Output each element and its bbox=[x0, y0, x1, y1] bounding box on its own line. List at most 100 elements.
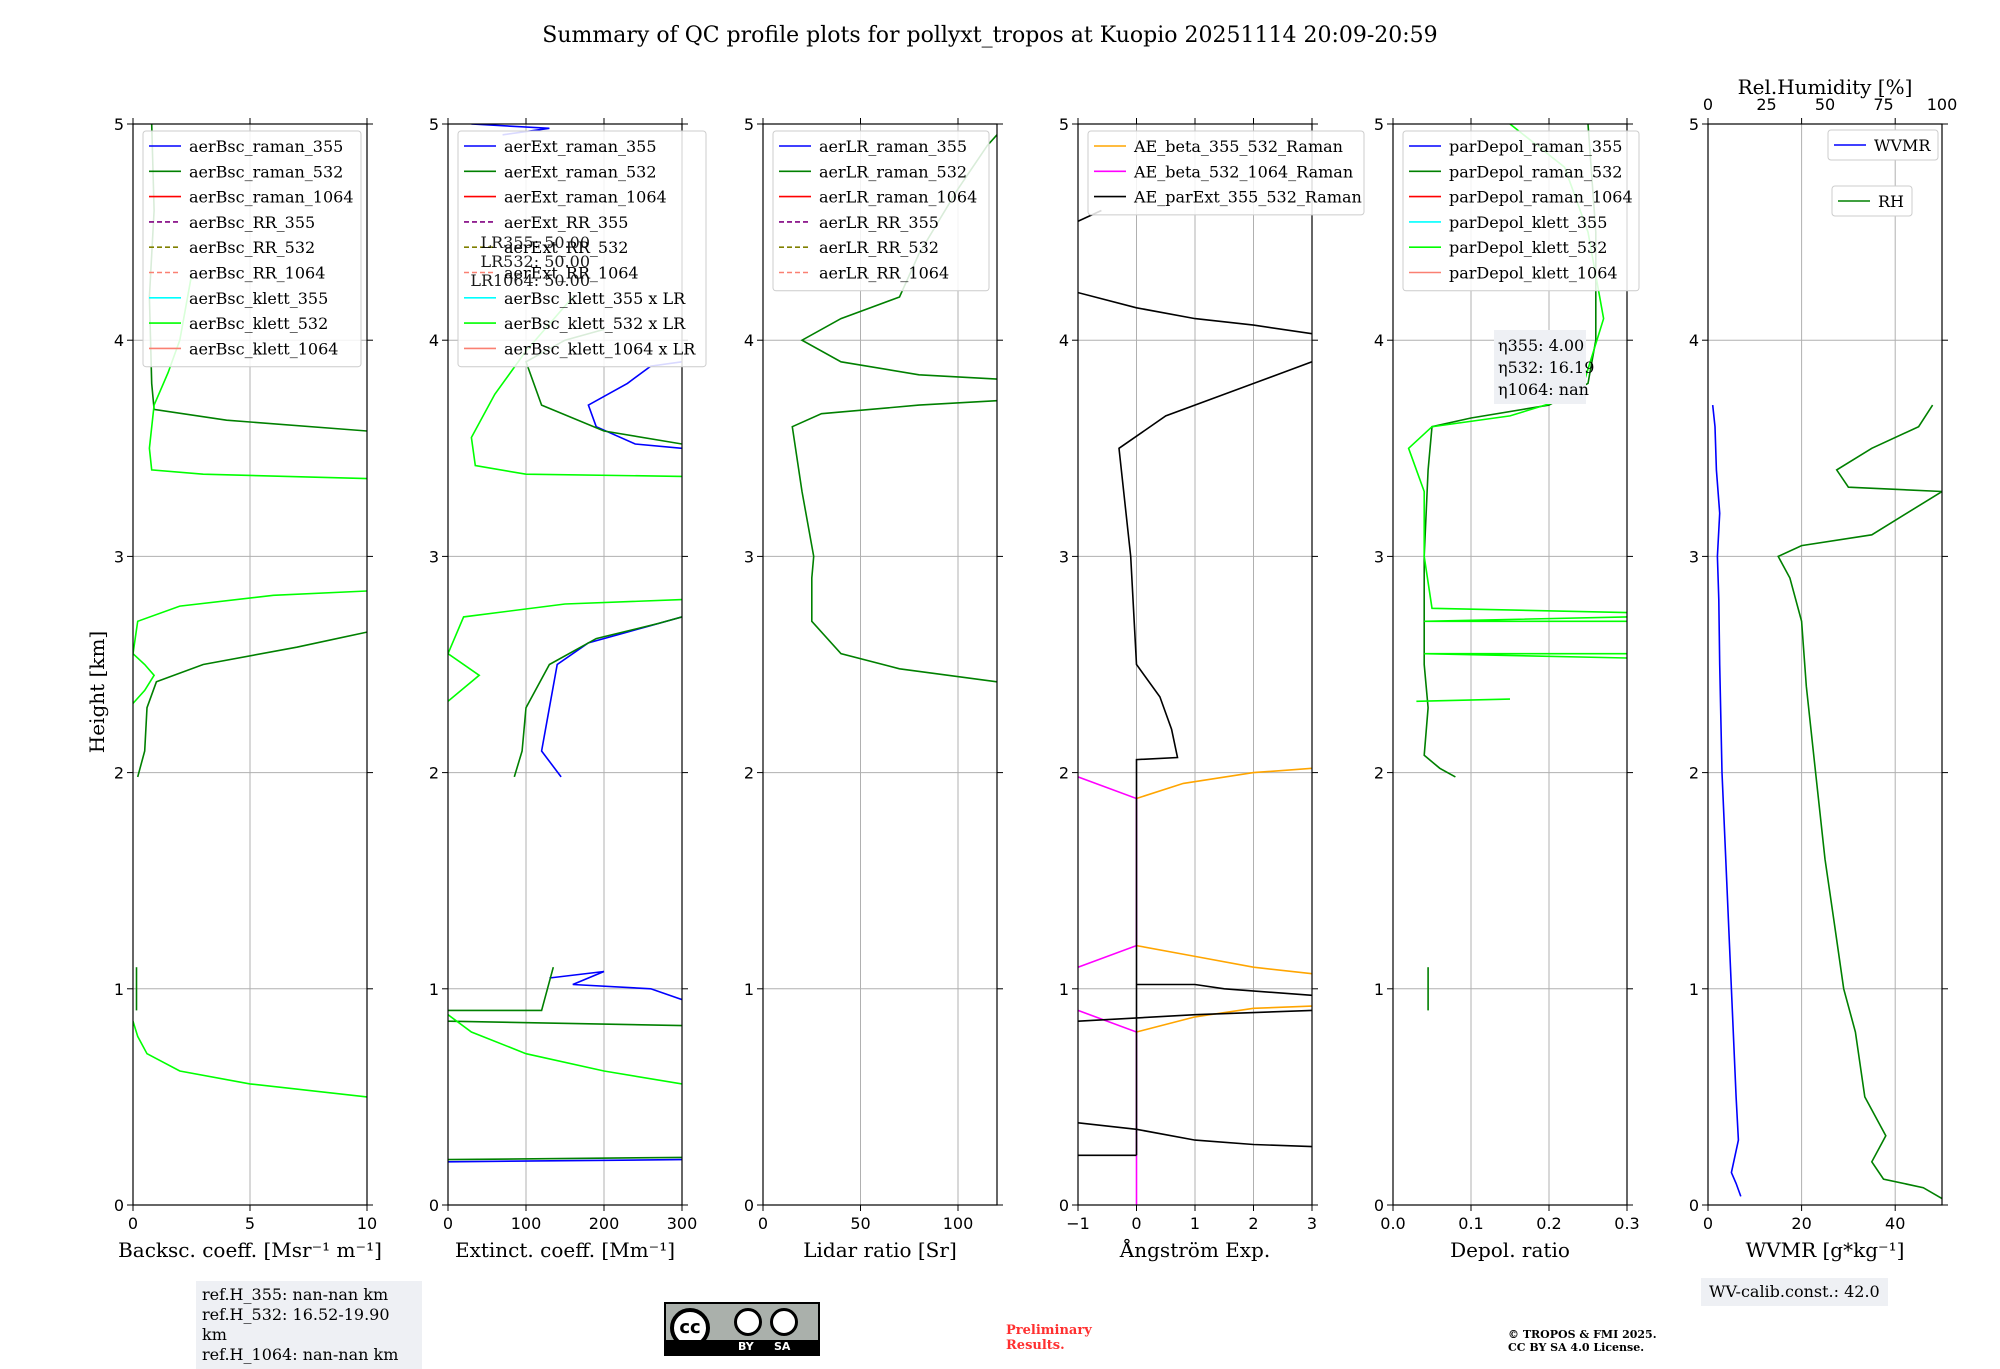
legend: parDepol_raman_355 parDepol_raman_532 parD… bbox=[1402, 130, 1640, 292]
x-tick-label: 0.1 bbox=[1458, 1214, 1483, 1233]
legend-label: aerLR_RR_355 bbox=[819, 213, 939, 232]
series-group bbox=[1078, 209, 1312, 1205]
series-parDepol_klett_532 bbox=[1424, 652, 1627, 659]
legend-box bbox=[142, 130, 362, 368]
legend-label: aerExt_RR_355 bbox=[504, 213, 628, 232]
x-tick-label: 1 bbox=[1190, 1214, 1200, 1233]
axes-frame bbox=[447, 123, 683, 1206]
license-badge-bar: BY SA bbox=[666, 1340, 818, 1354]
y-tick-label: 4 bbox=[1374, 331, 1384, 350]
eta-line: η1064: nan bbox=[1498, 380, 1589, 399]
legend-label: aerBsc_RR_1064 bbox=[189, 264, 325, 283]
y-axis-label: Height [km] bbox=[85, 631, 109, 753]
y-tick-label: 1 bbox=[429, 980, 439, 999]
series-AE_parExt_355_532_Raman_d bbox=[1078, 1009, 1312, 1022]
legend-label: AE_beta_532_1064_Raman bbox=[1133, 162, 1353, 181]
y-tick-label: 1 bbox=[1374, 980, 1384, 999]
legend-label: aerExt_raman_1064 bbox=[504, 188, 667, 207]
y-tick-label: 2 bbox=[1689, 764, 1699, 783]
x-tick-label: 20 bbox=[1791, 1214, 1811, 1233]
panel-depolarization: 0.0 0.1 0.2 0.3 0 1 2 3 4 5 Depol. ratio parDepol_r… bbox=[1374, 115, 1640, 1262]
legend-WVMR: WVMR bbox=[1827, 129, 1939, 161]
series-aerExt_raman_355_up bbox=[587, 361, 682, 450]
x-tick-label: 0.2 bbox=[1536, 1214, 1561, 1233]
series-aerExt_klett_532_low bbox=[448, 1014, 682, 1085]
x-axis-label: WVMR [g*kg⁻¹] bbox=[1746, 1238, 1905, 1262]
axes-frame bbox=[1392, 123, 1628, 1206]
legend-box bbox=[1087, 130, 1365, 216]
x-tick-label: 0 bbox=[443, 1214, 453, 1233]
y-tick-label: 1 bbox=[744, 980, 754, 999]
legend-label: aerBsc_RR_355 bbox=[189, 213, 315, 232]
legend-label: aerBsc_raman_1064 bbox=[189, 188, 354, 207]
axes-frame bbox=[1707, 123, 1943, 1206]
series-aerExt_raman_355_1km bbox=[549, 970, 682, 1001]
panel-lidar_ratio: 0 50 100 0 1 2 3 4 5 Lidar ratio [Sr] aerLR_raman_… bbox=[744, 115, 1003, 1262]
legend-label: parDepol_klett_532 bbox=[1449, 238, 1607, 257]
series-aerExt_raman_532 bbox=[513, 616, 682, 778]
x-tick-label: 100 bbox=[511, 1214, 542, 1233]
x-tick-label: 0.3 bbox=[1614, 1214, 1639, 1233]
x-tick-label: 100 bbox=[943, 1214, 974, 1233]
license-sa: SA bbox=[774, 1340, 791, 1353]
series-parDepol_klett_532_b bbox=[1424, 616, 1627, 623]
legend-label: AE_beta_355_532_Raman bbox=[1133, 137, 1343, 156]
x2-tick-label: 0 bbox=[1703, 95, 1713, 114]
y-tick-label: 0 bbox=[114, 1196, 124, 1215]
panel-water_vapor: 0 20 40 0 1 2 3 4 5 WVMR [g*kg⁻¹] 0 25 50 75 100 Rel.Hu… bbox=[1689, 75, 1957, 1262]
legend-box bbox=[1402, 130, 1640, 292]
y-tick-label: 5 bbox=[429, 115, 439, 134]
y-tick-label: 1 bbox=[1059, 980, 1069, 999]
x-axis-label: Extinct. coeff. [Mm⁻¹] bbox=[455, 1238, 675, 1262]
x-tick-label: 0 bbox=[1131, 1214, 1141, 1233]
y-tick-label: 3 bbox=[429, 547, 439, 566]
legend-box bbox=[1827, 129, 1939, 161]
y-tick-label: 5 bbox=[114, 115, 124, 134]
legend-label: parDepol_raman_532 bbox=[1449, 162, 1622, 181]
legend-label: aerBsc_klett_532 bbox=[189, 314, 328, 333]
legend-label: AE_parExt_355_532_Raman bbox=[1133, 188, 1362, 207]
figure-title: Summary of QC profile plots for pollyxt_… bbox=[542, 23, 1437, 48]
license-by: BY bbox=[738, 1340, 754, 1353]
series-AE_parExt_355_532_Raman_e bbox=[1136, 983, 1312, 997]
y-tick-label: 0 bbox=[1059, 1196, 1069, 1215]
legend-label: parDepol_raman_355 bbox=[1449, 137, 1622, 156]
x-axis-label: Lidar ratio [Sr] bbox=[803, 1238, 957, 1262]
legend-box bbox=[1831, 185, 1913, 217]
x2-tick-label: 75 bbox=[1873, 95, 1893, 114]
sa-share-icon bbox=[770, 1308, 798, 1336]
y-tick-label: 2 bbox=[429, 764, 439, 783]
y-tick-label: 3 bbox=[114, 547, 124, 566]
series-AE_beta_532_1064_Raman bbox=[1078, 776, 1138, 968]
y-tick-label: 3 bbox=[1374, 547, 1384, 566]
panel-extinction: 0 100 200 300 0 1 2 3 4 5 Extinct. coeff. [Mm⁻¹] ae… bbox=[429, 115, 707, 1262]
y-tick-label: 2 bbox=[1374, 764, 1384, 783]
lr-line: LR1064: 50.00 bbox=[470, 271, 590, 290]
legend-label: aerExt_raman_532 bbox=[504, 162, 657, 181]
series-aerExt_klett_532_mid bbox=[448, 598, 682, 702]
legend-label: parDepol_klett_1064 bbox=[1449, 264, 1618, 283]
y-tick-label: 4 bbox=[429, 331, 439, 350]
y-tick-label: 4 bbox=[114, 331, 124, 350]
eta-line: η355: 4.00 bbox=[1498, 336, 1584, 355]
y-tick-label: 3 bbox=[744, 547, 754, 566]
x-tick-label: 10 bbox=[357, 1214, 377, 1233]
legend-label: aerBsc_RR_532 bbox=[189, 238, 315, 257]
series-AE_parExt_355_532_Raman_c bbox=[1078, 1122, 1312, 1148]
lr-line: LR532: 50.00 bbox=[481, 252, 591, 271]
legend-label: aerExt_raman_355 bbox=[504, 137, 657, 156]
series-group bbox=[1711, 404, 1942, 1200]
legend: aerBsc_raman_355 aerBsc_raman_532 aerBsc_r… bbox=[142, 130, 362, 368]
legend-label: aerBsc_klett_1064 bbox=[189, 339, 338, 358]
y-tick-label: 0 bbox=[744, 1196, 754, 1215]
x2-axis-label: Rel.Humidity [%] bbox=[1738, 75, 1913, 99]
legend-label: aerBsc_klett_1064 x LR bbox=[504, 339, 696, 358]
series-AE_beta_532_1064_Raman_b bbox=[1078, 1009, 1138, 1205]
y-tick-label: 4 bbox=[1689, 331, 1699, 350]
eta-box: η355: 4.00 η532: 16.19 η1064: nan bbox=[1494, 330, 1594, 404]
x-axis-label: Depol. ratio bbox=[1450, 1238, 1570, 1262]
